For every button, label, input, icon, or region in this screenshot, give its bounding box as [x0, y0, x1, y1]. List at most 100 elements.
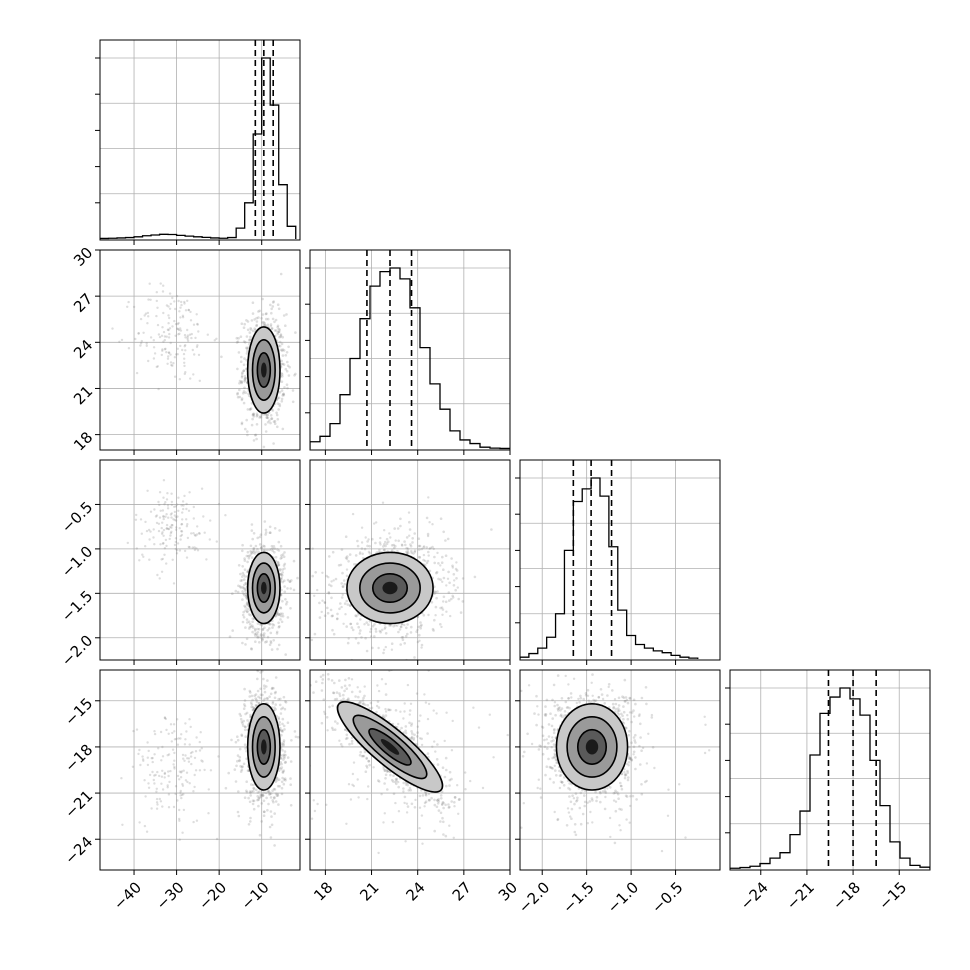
scatter-point	[280, 362, 283, 366]
scatter-point	[249, 327, 252, 330]
scatter-point	[281, 749, 284, 752]
scatter-point	[399, 625, 402, 628]
scatter-point	[177, 509, 180, 512]
scatter-point	[195, 736, 198, 739]
scatter-point	[266, 635, 270, 639]
scatter-point	[241, 549, 244, 553]
scatter-point	[147, 782, 150, 785]
scatter-point	[365, 621, 369, 624]
scatter-point	[390, 549, 394, 552]
scatter-point	[248, 625, 252, 629]
scatter-point	[289, 760, 293, 763]
scatter-point	[236, 590, 240, 594]
scatter-point	[284, 760, 288, 764]
scatter-point	[344, 556, 348, 559]
scatter-point	[170, 516, 173, 519]
scatter-point	[245, 319, 248, 322]
scatter-point	[262, 677, 265, 681]
scatter-point	[169, 361, 173, 364]
scatter-point	[183, 759, 186, 762]
scatter-point	[262, 321, 266, 324]
scatter-point	[252, 783, 255, 787]
scatter-point	[286, 587, 289, 590]
scatter-point	[444, 834, 448, 838]
scatter-point	[305, 556, 308, 559]
scatter-point	[186, 336, 189, 339]
scatter-point	[238, 585, 242, 588]
scatter-point	[286, 360, 289, 364]
scatter-point	[280, 400, 284, 403]
scatter-point	[167, 732, 170, 735]
scatter-point	[277, 625, 281, 629]
scatter-point	[183, 743, 187, 746]
scatter-point	[358, 690, 362, 693]
scatter-point	[260, 820, 264, 823]
scatter-point	[252, 807, 256, 811]
scatter-point	[160, 558, 163, 561]
scatter-point	[245, 789, 248, 793]
scatter-point	[238, 756, 242, 759]
scatter-point	[378, 629, 382, 633]
scatter-point	[248, 554, 251, 558]
scatter-point	[384, 714, 388, 717]
scatter-point	[193, 756, 197, 760]
scatter-point	[263, 690, 267, 694]
scatter-point	[267, 789, 270, 792]
scatter-point	[417, 537, 421, 540]
scatter-point	[179, 776, 183, 779]
scatter-point	[282, 739, 286, 742]
scatter-point	[281, 730, 284, 733]
scatter-point	[166, 786, 169, 789]
scatter-point	[141, 553, 144, 556]
scatter-point	[193, 533, 197, 537]
scatter-point	[336, 722, 339, 725]
scatter-point	[269, 796, 273, 799]
scatter-point	[428, 547, 431, 550]
scatter-point	[340, 548, 344, 551]
scatter-point	[392, 543, 396, 547]
scatter-point	[244, 626, 247, 629]
scatter-point	[182, 769, 185, 772]
scatter-point	[270, 417, 273, 421]
scatter-point	[160, 570, 164, 573]
scatter-point	[261, 628, 265, 631]
scatter-point	[270, 544, 274, 548]
scatter-point	[181, 348, 184, 352]
scatter-point	[274, 614, 278, 618]
scatter-point	[163, 716, 167, 719]
scatter-point	[177, 299, 180, 303]
scatter-point	[242, 762, 246, 766]
scatter-point	[188, 546, 191, 549]
scatter-point	[288, 580, 292, 583]
scatter-point	[251, 329, 255, 333]
scatter-point	[439, 606, 442, 610]
scatter-point	[172, 362, 175, 365]
scatter-point	[262, 634, 266, 638]
scatter-point	[174, 547, 177, 551]
scatter-point	[207, 788, 210, 791]
scatter-point	[368, 544, 372, 548]
scatter-point	[251, 620, 254, 624]
scatter-point	[373, 623, 376, 626]
scatter-point	[254, 697, 257, 700]
scatter-point	[266, 421, 270, 424]
scatter-point	[419, 621, 422, 624]
scatter-point	[235, 764, 238, 768]
scatter-point	[272, 800, 275, 804]
scatter-point	[181, 753, 185, 757]
scatter-point	[398, 709, 400, 711]
scatter-point	[240, 355, 243, 359]
scatter-point	[190, 762, 193, 766]
scatter-point	[435, 805, 439, 809]
scatter-point	[145, 830, 149, 833]
scatter-point	[190, 336, 193, 340]
scatter-point	[180, 733, 183, 736]
scatter-point	[440, 561, 444, 564]
scatter-point	[284, 653, 288, 656]
scatter-point	[148, 773, 152, 777]
scatter-point	[246, 430, 249, 433]
scatter-point	[246, 719, 249, 722]
scatter-point	[408, 786, 412, 790]
scatter-point	[336, 617, 339, 620]
scatter-point	[455, 577, 458, 580]
